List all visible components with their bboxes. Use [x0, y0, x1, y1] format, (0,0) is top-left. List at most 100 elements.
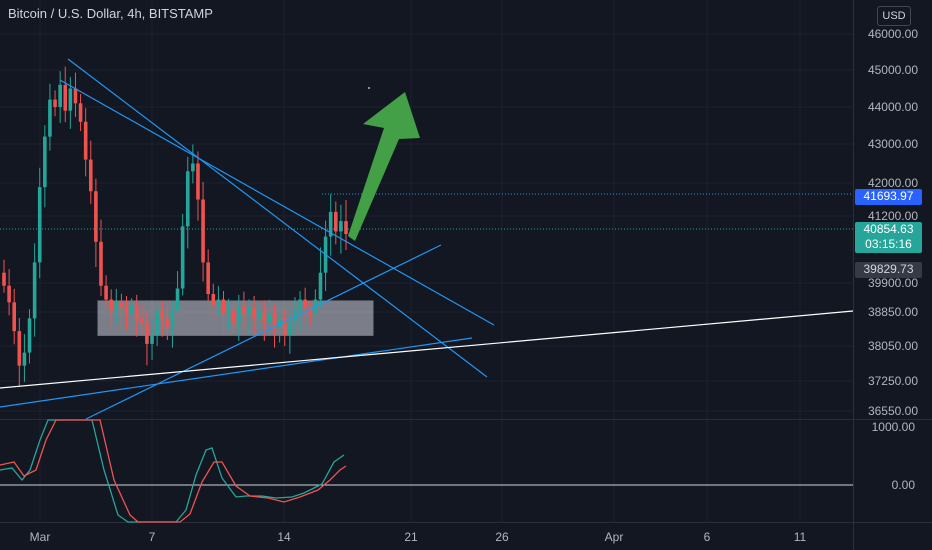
- last-price-tag: 40854.63 03:15:16: [855, 222, 922, 253]
- trendline-upper: [59, 79, 495, 326]
- oscillator-slow-line: [0, 419, 347, 523]
- candle-body: [247, 307, 251, 315]
- y-tick-label: 45000.00: [868, 63, 918, 77]
- y-tick-label: 38050.00: [868, 339, 918, 353]
- candle-body: [73, 88, 78, 104]
- candle-body: [277, 318, 282, 327]
- trendline-upper-steep: [67, 58, 488, 378]
- y-tick-label: 46000.00: [868, 27, 918, 41]
- candle-body: [83, 121, 88, 160]
- x-tick-label: 26: [495, 530, 509, 544]
- y-tick-label: 36550.00: [868, 404, 918, 418]
- oscillator-fast-line: [0, 419, 345, 523]
- candle-body: [94, 191, 98, 242]
- candle-body: [165, 318, 170, 327]
- candle-body: [221, 299, 226, 315]
- candle-body: [344, 221, 348, 235]
- candle-body: [37, 187, 42, 263]
- candle-body: [201, 199, 205, 263]
- candle-body: [175, 288, 180, 311]
- candle-body: [124, 307, 129, 315]
- candle-body: [242, 305, 246, 315]
- candle-body: [257, 310, 262, 319]
- candle-body: [78, 103, 83, 122]
- last-price-value: 40854.63: [863, 222, 914, 236]
- candle-body: [43, 136, 47, 188]
- candle-body: [129, 305, 134, 315]
- candle-body: [53, 99, 57, 107]
- candle-body: [63, 84, 68, 111]
- candle-body: [99, 241, 103, 286]
- candle-body: [48, 99, 52, 137]
- candle-body: [226, 310, 231, 315]
- candle-body: [7, 285, 11, 303]
- bar-countdown: 03:15:16: [865, 237, 912, 251]
- candle-body: [191, 163, 195, 172]
- y-tick-label: 38850.00: [868, 305, 918, 319]
- trendline-rising: [85, 244, 442, 420]
- candle-body: [231, 310, 236, 323]
- candle-body: [170, 310, 175, 327]
- candle-body: [237, 305, 241, 323]
- candle-body: [68, 88, 73, 111]
- candle-body: [328, 211, 333, 237]
- level-price-tag: 41693.97: [855, 189, 922, 205]
- currency-button[interactable]: USD: [877, 6, 911, 26]
- candle-body: [196, 163, 200, 200]
- x-tick-label: 14: [277, 530, 291, 544]
- candle-body: [150, 335, 154, 344]
- osc-tick-label: 1000.00: [872, 420, 916, 434]
- y-tick-label: 41200.00: [868, 209, 918, 223]
- candle-body: [333, 211, 338, 232]
- arrow-up-icon: [348, 92, 420, 241]
- candle-body: [160, 310, 165, 319]
- candle-body: [211, 294, 216, 306]
- y-tick-label: 43000.00: [868, 137, 918, 151]
- osc-tick-label: 0.00: [892, 478, 916, 492]
- candle-body: [22, 352, 27, 366]
- candle-body: [27, 318, 32, 353]
- candle-body: [32, 262, 37, 319]
- candle-body: [88, 159, 93, 192]
- y-tick-label: 39900.00: [868, 276, 918, 290]
- candle-body: [12, 302, 17, 332]
- x-tick-label: 11: [794, 530, 807, 544]
- y-tick-label: 37250.00: [868, 374, 918, 388]
- candles-group: [2, 66, 348, 387]
- candle-body: [155, 310, 159, 336]
- y-tick-label: 42000.00: [868, 176, 918, 190]
- candle-body: [272, 314, 277, 327]
- candle-body: [114, 302, 119, 311]
- candle-body: [216, 299, 221, 306]
- x-tick-label: 7: [149, 530, 156, 544]
- candle-body: [308, 307, 313, 315]
- candle-body: [282, 318, 287, 336]
- candle-body: [180, 226, 185, 289]
- x-tick-label: Mar: [30, 530, 51, 544]
- candle-body: [185, 171, 190, 227]
- candle-body: [17, 331, 22, 366]
- candle-body: [288, 322, 292, 336]
- candle-body: [2, 272, 6, 286]
- candle-body: [145, 322, 149, 344]
- candle-body: [262, 310, 267, 323]
- stray-dot: [368, 87, 370, 89]
- candle-body: [119, 302, 124, 308]
- candle-body: [140, 318, 144, 323]
- candle-body: [339, 221, 343, 232]
- x-tick-label: 21: [404, 530, 418, 544]
- x-tick-label: Apr: [605, 530, 624, 544]
- candle-body: [58, 84, 62, 107]
- candle-body: [267, 314, 272, 323]
- candle-body: [134, 305, 139, 319]
- candle-body: [318, 272, 323, 300]
- candle-body: [303, 299, 307, 308]
- support-line: [0, 310, 854, 389]
- crosshair-price-tag: 39829.73: [855, 262, 922, 278]
- candle-body: [206, 262, 210, 295]
- candle-body: [298, 299, 302, 311]
- x-tick-label: 6: [704, 530, 711, 544]
- candle-body: [109, 299, 113, 311]
- symbol-title[interactable]: Bitcoin / U.S. Dollar, 4h, BITSTAMP: [8, 6, 213, 21]
